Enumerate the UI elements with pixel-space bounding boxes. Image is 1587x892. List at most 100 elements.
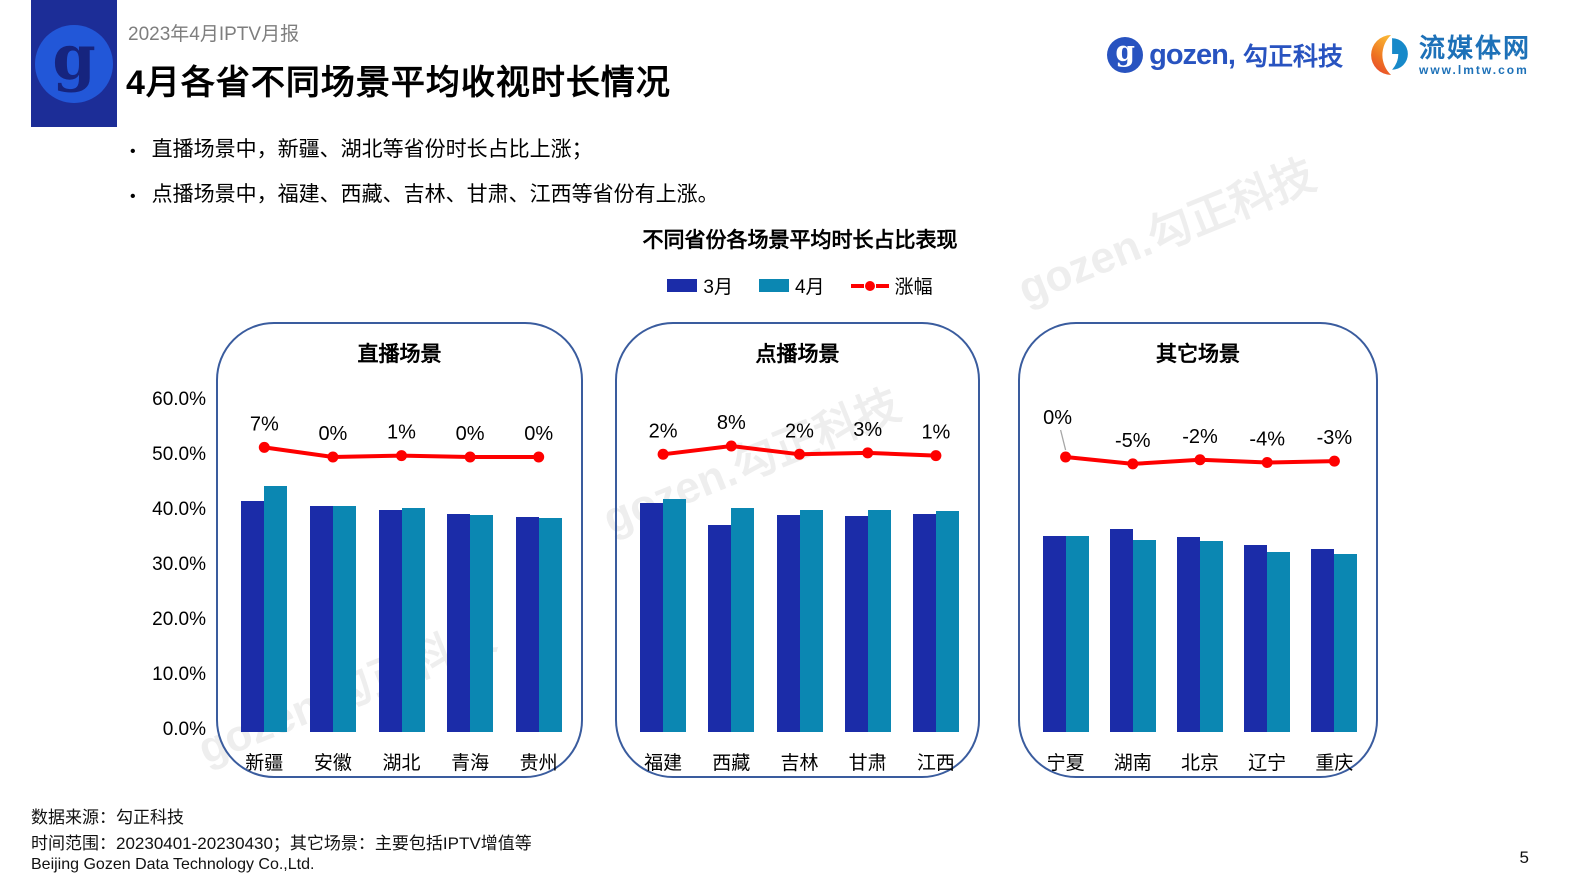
legend-item-march: 3月	[667, 272, 733, 299]
scene-panel-1: 直播场景 新疆 安徽 湖北 青海 贵州 7% 0% 1% 0% 0%	[216, 322, 583, 778]
gozen-mark-letter: g	[1115, 35, 1135, 68]
y-axis-tick: 10.0%	[152, 664, 206, 685]
gozen-badge-logo: g	[31, 0, 117, 127]
y-axis-tick: 30.0%	[152, 554, 206, 575]
bar-4月-甘肃	[867, 509, 891, 732]
change-point-辽宁	[1261, 457, 1273, 468]
change-label-湖北: 1%	[387, 422, 416, 444]
bar-3月-辽宁	[1244, 545, 1268, 732]
bar-3月-宁夏	[1042, 536, 1066, 732]
change-label-贵州: 0%	[524, 423, 553, 445]
change-point-青海	[464, 451, 476, 463]
change-label-安徽: 0%	[318, 423, 347, 445]
page-number: 5	[1519, 848, 1529, 867]
chart-title: 不同省份各场景平均时长占比表现	[642, 229, 958, 252]
bar-4月-青海	[470, 514, 494, 733]
lmtw-logo: 流媒体网 www.lmtw.com	[1369, 34, 1531, 76]
legend-item-april: 4月	[758, 272, 825, 299]
key-findings-list: • 直播场景中，新疆、湖北等省份时长占比上涨； • 点播场景中，福建、西藏、吉林、甘…	[130, 133, 719, 223]
y-axis-tick: 60.0%	[152, 389, 206, 410]
scene-panel-3: 其它场景 宁夏 湖南 北京 辽宁 重庆 0% -5% -2% -4% -3%	[1018, 322, 1378, 778]
change-label-新疆: 7%	[250, 413, 279, 435]
change-point-江西	[930, 450, 942, 462]
bar-4月-湖南	[1132, 540, 1156, 732]
legend-item-change: 涨幅	[850, 272, 933, 299]
report-eyebrow: 2023年4月IPTV月报	[128, 24, 300, 45]
lmtw-name: 流媒体网	[1418, 32, 1531, 63]
change-label-江西: 1%	[921, 422, 950, 444]
gozen-mark-icon: g	[1107, 35, 1144, 73]
legend-label: 3月	[703, 277, 733, 298]
lmtw-url: www.lmtw.com	[1418, 62, 1529, 77]
category-label-甘肃: 甘肃	[848, 753, 887, 774]
change-label-甘肃: 3%	[853, 419, 882, 441]
bar-3月-西藏	[708, 525, 732, 732]
category-label-新疆: 新疆	[245, 753, 284, 774]
category-label-西藏: 西藏	[712, 753, 751, 774]
brand-logos: g gozen, 勾正科技 流媒体网 www.lmtw.com	[1107, 34, 1531, 76]
bar-3月-湖北	[378, 509, 402, 732]
bar-3月-新疆	[241, 501, 265, 732]
change-label-北京: -2%	[1182, 426, 1218, 448]
bar-3月-青海	[447, 514, 471, 732]
bar-4月-辽宁	[1267, 552, 1291, 732]
category-label-重庆: 重庆	[1315, 753, 1354, 774]
bar-4月-吉林	[799, 509, 823, 732]
change-label-福建: 2%	[649, 420, 678, 442]
bar-3月-福建	[640, 503, 664, 732]
bar-4月-重庆	[1334, 553, 1358, 732]
change-point-湖南	[1127, 458, 1139, 470]
bar-3月-北京	[1177, 536, 1200, 733]
change-line-overlay: 2% 8% 2% 3% 1%	[649, 412, 951, 462]
change-label-湖南: -5%	[1115, 430, 1151, 452]
category-label-北京: 北京	[1180, 753, 1219, 774]
bullet-item: • 直播场景中，新疆、湖北等省份时长占比上涨；	[130, 133, 719, 163]
change-point-宁夏	[1060, 451, 1072, 463]
change-point-湖北	[396, 450, 407, 462]
gozen-g-icon: g	[52, 21, 96, 94]
change-label-吉林: 2%	[785, 420, 814, 442]
time-range-note: 时间范围：20230401-20230430；其它场景：主要包括IPTV增值等	[31, 834, 532, 853]
bar-4月-宁夏	[1065, 536, 1089, 732]
category-label-安徽: 安徽	[313, 753, 352, 774]
change-label-宁夏: 0%	[1043, 407, 1072, 429]
panel-title: 直播场景	[357, 343, 442, 366]
march-swatch-icon	[667, 279, 698, 292]
category-label-青海: 青海	[451, 753, 490, 774]
bullet-text: 点播场景中，福建、西藏、吉林、甘肃、江西等省份有上涨。	[151, 183, 719, 206]
change-point-甘肃	[862, 447, 874, 459]
category-label-湖北: 湖北	[382, 753, 421, 774]
gozen-badge-circle: g	[35, 25, 113, 103]
bar-3月-甘肃	[844, 515, 868, 732]
change-line-overlay: 7% 0% 1% 0% 0%	[250, 413, 553, 463]
y-axis-tick: 0.0%	[162, 719, 206, 740]
legend-label: 4月	[794, 277, 825, 298]
change-point-重庆	[1328, 455, 1340, 467]
bullet-icon: •	[130, 188, 136, 205]
change-label-青海: 0%	[456, 423, 485, 445]
panel-title: 点播场景	[755, 343, 840, 366]
bar-3月-江西	[912, 514, 936, 732]
category-label-宁夏: 宁夏	[1046, 753, 1085, 774]
change-point-安徽	[327, 451, 339, 463]
bar-3月-吉林	[776, 514, 800, 733]
gozen-cn-name: 勾正科技	[1242, 43, 1343, 71]
y-axis-tick: 20.0%	[152, 609, 206, 630]
change-point-贵州	[533, 451, 545, 463]
bar-3月-重庆	[1311, 548, 1335, 732]
april-swatch-icon	[758, 279, 789, 292]
category-label-福建: 福建	[644, 753, 683, 774]
category-label-湖南: 湖南	[1113, 753, 1152, 774]
change-point-新疆	[258, 441, 270, 453]
bar-3月-湖南	[1109, 529, 1133, 732]
y-axis-tick: 40.0%	[152, 499, 206, 520]
category-label-吉林: 吉林	[780, 753, 819, 774]
chart-legend: 3月 4月 涨幅	[594, 272, 1006, 299]
change-point-西藏	[725, 440, 737, 452]
bar-4月-安徽	[332, 505, 356, 732]
bar-4月-北京	[1200, 541, 1223, 732]
change-line-overlay: 0% -5% -2% -4% -3%	[1043, 407, 1352, 470]
change-point-福建	[657, 448, 669, 460]
bullet-text: 直播场景中，新疆、湖北等省份时长占比上涨；	[151, 138, 593, 161]
data-source-note: 数据来源：勾正科技	[31, 808, 184, 827]
